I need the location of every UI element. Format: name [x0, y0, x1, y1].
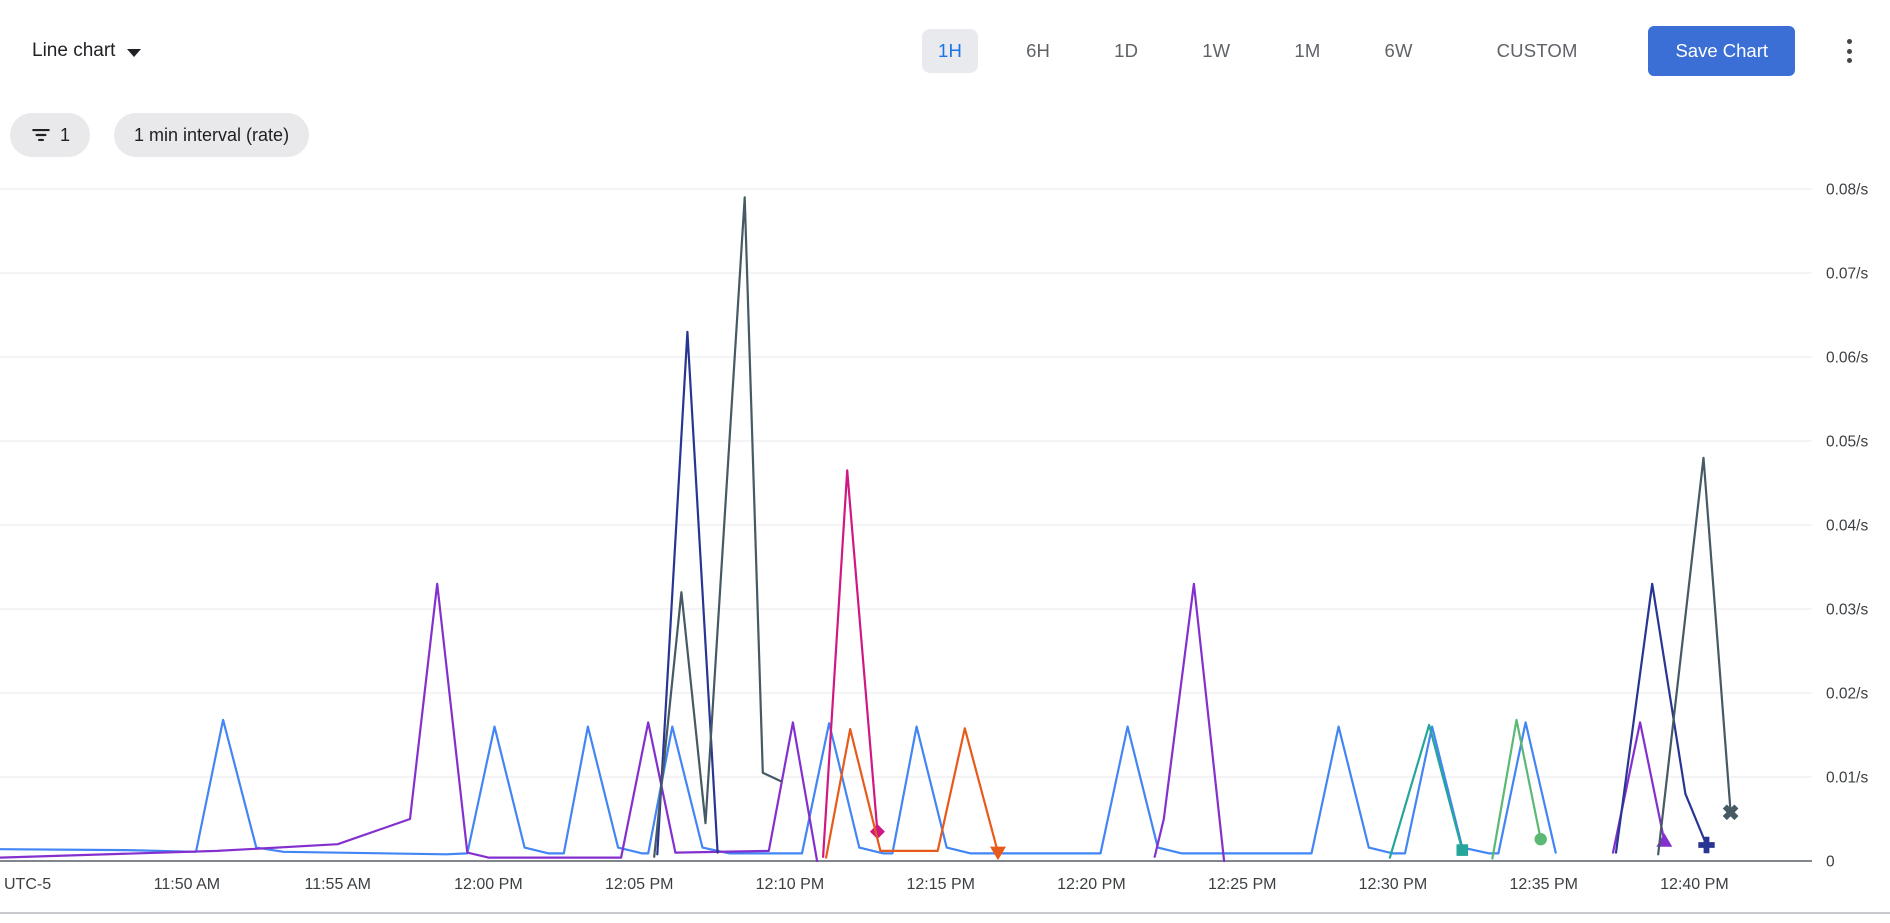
filter-chip[interactable]: 1 — [10, 113, 91, 157]
series-slate-line[interactable] — [653, 196, 783, 858]
y-tick-label: 0.06/s — [1826, 350, 1868, 367]
series-marker-plus — [1698, 836, 1715, 854]
series-slate-line[interactable] — [1657, 456, 1732, 856]
x-tick-label: 12:25 PM — [1208, 876, 1276, 893]
series-marker-x — [1722, 804, 1739, 821]
y-tick-label: 0.07/s — [1826, 266, 1868, 283]
series-marker-circle — [1534, 833, 1547, 846]
series-purple-line[interactable] — [0, 582, 819, 863]
x-tick-label: 11:50 AM — [154, 876, 220, 893]
line-chart[interactable]: 0 0.01/s 0.02/s 0.03/s 0.04/s 0.05/s 0.06/s 0.0… — [0, 150, 1890, 918]
time-range-group: 1H 6H 1D 1W 1M 6W CUSTOM — [922, 29, 1594, 73]
time-range-6h[interactable]: 6H — [1010, 29, 1066, 73]
x-tick-label: 12:40 PM — [1660, 876, 1728, 893]
chart-type-dropdown[interactable]: Line chart — [32, 40, 142, 62]
interval-chip[interactable]: 1 min interval (rate) — [114, 113, 310, 157]
series-orange[interactable] — [824, 727, 1006, 861]
x-tick-label: 12:35 PM — [1509, 876, 1577, 893]
chart-type-label: Line chart — [32, 40, 116, 61]
x-tick-label: 12:20 PM — [1057, 876, 1125, 893]
save-chart-button[interactable]: Save Chart — [1648, 26, 1795, 76]
x-tick-label: 12:00 PM — [454, 876, 522, 893]
series-pink-line[interactable] — [821, 469, 879, 858]
series-pink[interactable] — [821, 469, 885, 858]
filter-bar: 1 1 min interval (rate) — [10, 113, 310, 157]
x-tick-label: 11:55 AM — [304, 876, 370, 893]
series-marker-triangle-down — [990, 846, 1006, 861]
y-tick-label: 0.01/s — [1826, 770, 1868, 787]
x-tick-label: 12:10 PM — [756, 876, 824, 893]
x-tick-label: 12:05 PM — [605, 876, 673, 893]
time-range-6w[interactable]: 6W — [1368, 29, 1428, 73]
series-green[interactable] — [1491, 718, 1547, 860]
series-orange-line[interactable] — [824, 727, 1000, 859]
more-options-icon[interactable] — [1841, 31, 1858, 71]
y-tick-label: 0.04/s — [1826, 518, 1868, 535]
x-tick-label: 12:30 PM — [1359, 876, 1427, 893]
line-chart-canvas[interactable]: 0 0.01/s 0.02/s 0.03/s 0.04/s 0.05/s 0.06/s 0.0… — [0, 150, 1890, 918]
series-purple[interactable] — [0, 582, 1673, 863]
timezone-label: UTC-5 — [4, 876, 51, 893]
y-tick-label: 0.03/s — [1826, 602, 1868, 619]
series-blue-line[interactable] — [0, 718, 1557, 856]
series-navy[interactable] — [656, 330, 1715, 856]
y-axis: 0 0.01/s 0.02/s 0.03/s 0.04/s 0.05/s 0.06/s 0.0… — [0, 182, 1868, 871]
time-range-1h[interactable]: 1H — [922, 29, 979, 73]
series-purple-line[interactable] — [1611, 721, 1666, 854]
x-axis: UTC-5 11:50 AM 11:55 AM 12:00 PM 12:05 PM 12:… — [4, 876, 1729, 893]
y-tick-label: 0.05/s — [1826, 434, 1868, 451]
series-slate[interactable] — [653, 196, 1742, 858]
series-purple-line[interactable] — [1153, 582, 1226, 863]
time-range-custom[interactable]: CUSTOM — [1481, 29, 1594, 73]
series-navy-line[interactable] — [1614, 582, 1708, 854]
series-teal-line[interactable] — [1388, 723, 1464, 859]
y-tick-label: 0 — [1826, 854, 1835, 871]
filter-chip-count: 1 — [60, 124, 71, 145]
series-marker-square — [1456, 844, 1469, 856]
series-green-line[interactable] — [1491, 718, 1542, 860]
filter-list-icon — [30, 124, 52, 146]
y-tick-label: 0.08/s — [1826, 182, 1868, 199]
time-range-1m[interactable]: 1M — [1278, 29, 1336, 73]
chart-toolbar: Line chart 1H 6H 1D 1W 1M 6W CUSTOM Save… — [0, 0, 1890, 102]
series-navy-line[interactable] — [656, 330, 719, 856]
y-tick-label: 0.02/s — [1826, 686, 1868, 703]
bottom-divider — [0, 912, 1890, 914]
chevron-down-icon — [127, 48, 142, 57]
series-blue[interactable] — [0, 718, 1557, 856]
interval-chip-label: 1 min interval (rate) — [134, 124, 290, 145]
time-range-1w[interactable]: 1W — [1186, 29, 1246, 73]
x-tick-label: 12:15 PM — [906, 876, 974, 893]
time-range-1d[interactable]: 1D — [1098, 29, 1154, 73]
series-teal[interactable] — [1388, 723, 1469, 859]
